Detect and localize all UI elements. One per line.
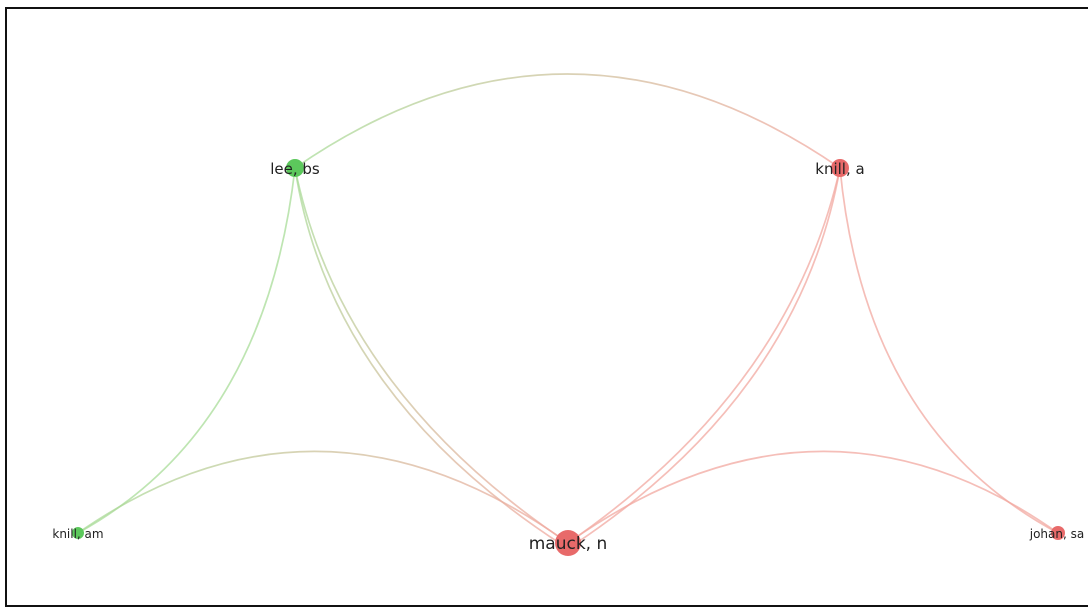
node-label-lee: lee, bs [270, 160, 320, 178]
edge-lee-mauck-2[interactable] [294, 167, 565, 547]
node-label-johan: johan, sa [1029, 527, 1084, 541]
edge-mauck-johan[interactable] [567, 450, 1059, 544]
node-label-knill-a: knill, a [815, 160, 864, 178]
node-johan[interactable] [1051, 526, 1065, 540]
node-knill-am[interactable] [72, 527, 84, 539]
node-label-knill-am: knill, am [52, 527, 103, 541]
edge-knill-a-mauck[interactable] [567, 167, 841, 544]
nodes-layer [72, 159, 1065, 556]
edge-lee-mauck[interactable] [294, 167, 569, 544]
coauthorship-network[interactable]: lee, bs knill, a knill, am mauck, n joha… [0, 0, 1088, 587]
node-knill-a[interactable] [831, 159, 849, 177]
edge-knill-a-johan[interactable] [839, 167, 1059, 534]
edge-lee-knill-a[interactable] [294, 73, 841, 169]
node-label-mauck: mauck, n [529, 534, 608, 554]
network-map-frame [5, 7, 1088, 607]
node-lee[interactable] [286, 159, 304, 177]
edges-layer [77, 73, 1059, 547]
edge-knill-a-mauck-2[interactable] [571, 167, 841, 547]
edge-knill-am-mauck[interactable] [77, 450, 569, 544]
node-mauck[interactable] [555, 530, 581, 556]
labels-layer: lee, bs knill, a knill, am mauck, n joha… [52, 160, 1084, 554]
edge-lee-knill-am[interactable] [77, 167, 296, 534]
